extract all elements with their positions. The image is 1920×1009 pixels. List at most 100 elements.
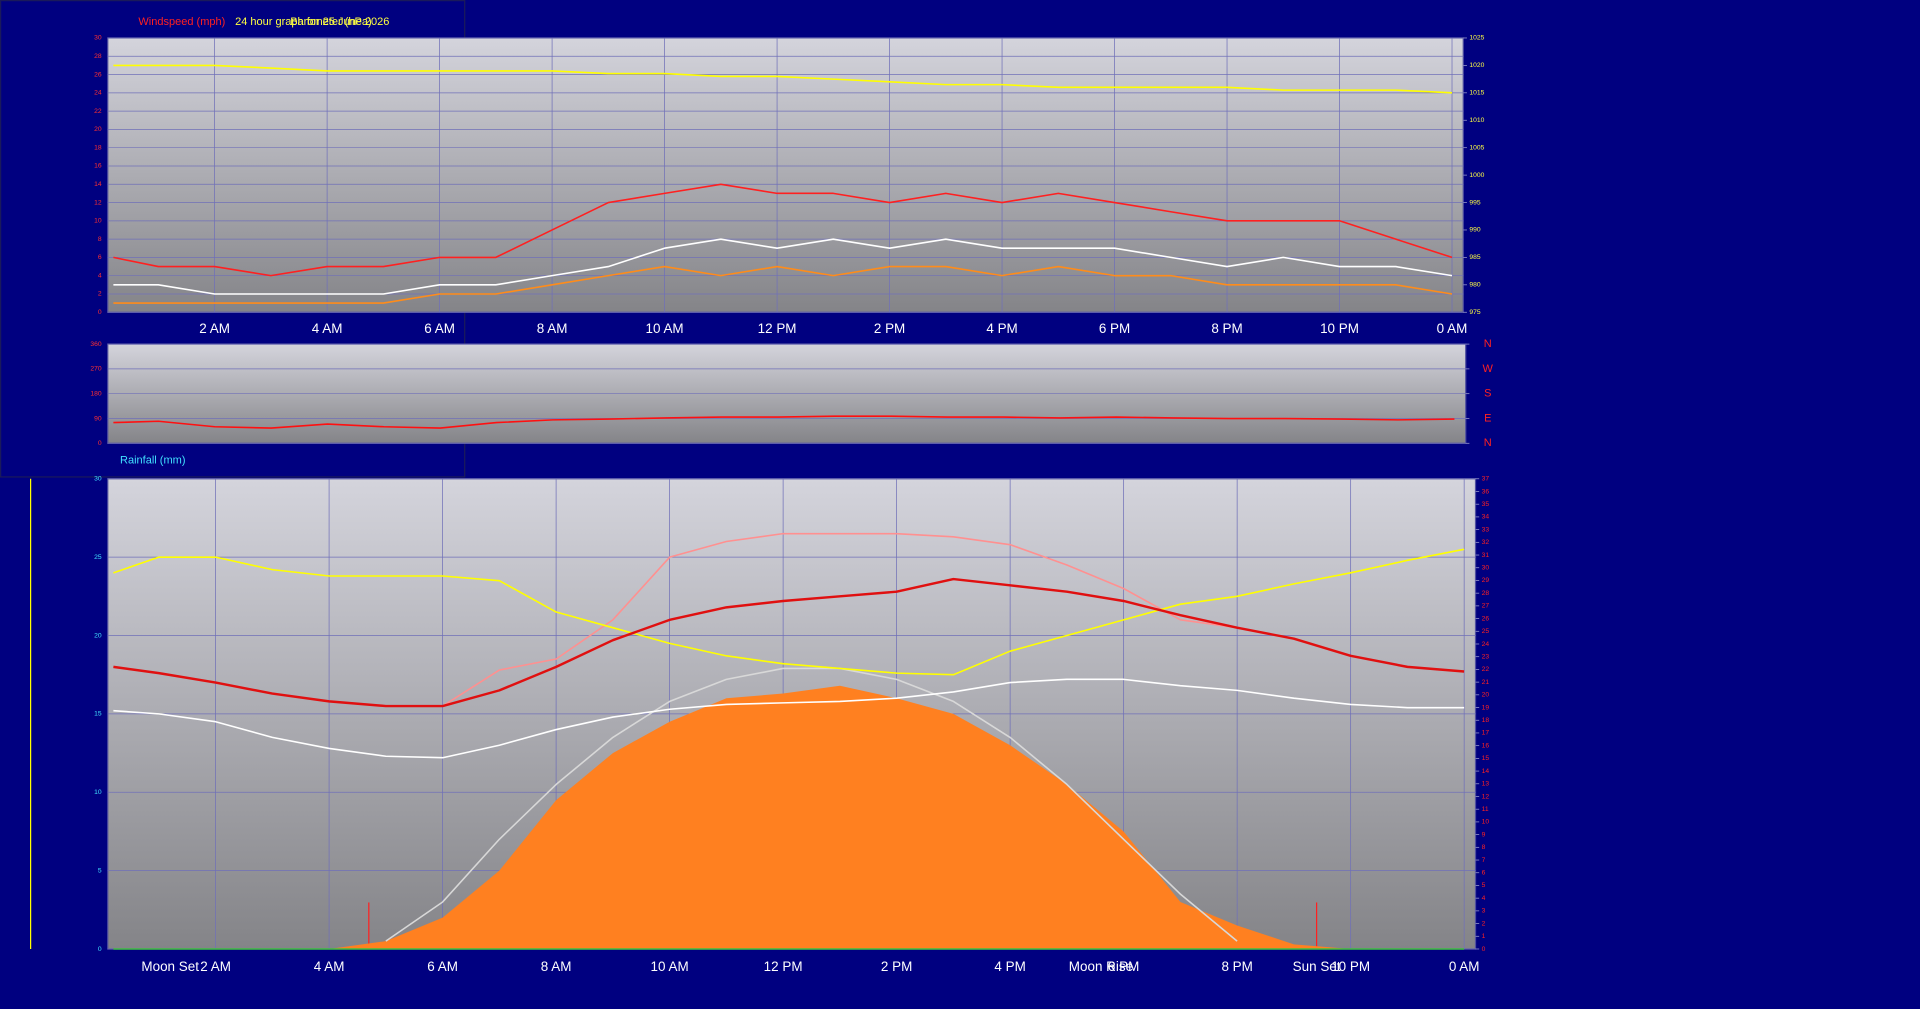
y2-tick-label: 28 xyxy=(1482,590,1490,597)
y2-tick-label: 10 xyxy=(1482,819,1490,826)
y2-tick-label: 1 xyxy=(1482,933,1486,940)
line xyxy=(113,678,1465,759)
x-tick-label: 2 AM xyxy=(199,321,230,336)
line xyxy=(113,238,1453,295)
y-tick-label: 8 xyxy=(98,236,102,243)
y2-tick-label: 8 xyxy=(1482,844,1486,851)
y2-tick-label: 37 xyxy=(1482,476,1490,483)
y2-tick-label: 29 xyxy=(1482,577,1490,584)
x-tick-label: 8 AM xyxy=(541,959,572,974)
line xyxy=(113,577,1465,708)
x-tick-label: 10 AM xyxy=(646,321,684,336)
x-tick-label: 0 AM xyxy=(1449,959,1480,974)
area xyxy=(113,685,1465,949)
y2-tick-label: W xyxy=(1483,363,1494,375)
y2-tick-label: 1020 xyxy=(1469,62,1484,69)
x-tick-label: 4 PM xyxy=(986,321,1017,336)
y2-tick-label: 12 xyxy=(1482,793,1490,800)
y-tick-label: 2 xyxy=(98,291,102,298)
x-tick-label: 8 PM xyxy=(1211,321,1242,336)
y-tick-label: 360 xyxy=(90,341,101,348)
y2-tick-label: 985 xyxy=(1469,254,1480,261)
y2-tick-label: 18 xyxy=(1482,717,1490,724)
y2-tick-label: 1005 xyxy=(1469,144,1484,151)
y2-tick-label: 7 xyxy=(1482,857,1486,864)
y2-tick-label: 15 xyxy=(1482,755,1490,762)
y2-tick-label: 35 xyxy=(1482,501,1490,508)
y2-tick-label: E xyxy=(1484,412,1491,424)
x-tick-label: 10 PM xyxy=(1320,321,1359,336)
y2-tick-label: 27 xyxy=(1482,603,1490,610)
y-tick-label: 12 xyxy=(94,199,102,206)
event-label: Sun Set xyxy=(1293,959,1341,974)
y2-tick-label: 32 xyxy=(1482,539,1490,546)
event-label: Moon Rise xyxy=(1069,959,1133,974)
y2-tick-label: 23 xyxy=(1482,653,1490,660)
y2-tick-label: 20 xyxy=(1482,692,1490,699)
y-tick-label: 180 xyxy=(90,390,101,397)
plot-area xyxy=(107,37,1464,313)
x-tick-label: 6 AM xyxy=(427,959,458,974)
y-tick-label: 18 xyxy=(94,144,102,151)
event-label: Moon Set xyxy=(141,959,199,974)
y-tick-label: 24 xyxy=(94,90,102,97)
y2-tick-label: 33 xyxy=(1482,526,1490,533)
y-tick-label: 15 xyxy=(94,711,102,718)
y-tick-label: 20 xyxy=(94,126,102,133)
y2-tick-label: 31 xyxy=(1482,552,1490,559)
y2-tick-label: 36 xyxy=(1482,488,1490,495)
y2-tick-label: 1015 xyxy=(1469,90,1484,97)
x-tick-label: 8 PM xyxy=(1221,959,1252,974)
y2-tick-label: N xyxy=(1484,437,1492,449)
y-tick-label: 4 xyxy=(98,272,102,279)
line xyxy=(113,183,1453,277)
y-tick-label: 10 xyxy=(94,789,102,796)
chart-title: 24 hour graph for 25 June 2026 xyxy=(235,16,389,28)
y2-tick-label: 34 xyxy=(1482,514,1490,521)
line xyxy=(442,532,1238,707)
y-tick-label: 30 xyxy=(94,476,102,483)
y2-tick-label: 0 xyxy=(1482,946,1486,953)
y2-tick-label: 17 xyxy=(1482,730,1490,737)
y2-tick-label: 30 xyxy=(1482,565,1490,572)
x-tick-label: 6 AM xyxy=(424,321,455,336)
y-tick-label: 5 xyxy=(98,867,102,874)
y2-tick-label: 4 xyxy=(1482,895,1486,902)
y2-tick-label: 22 xyxy=(1482,666,1490,673)
y2-tick-label: 13 xyxy=(1482,781,1490,788)
y2-tick-label: 2 xyxy=(1482,920,1486,927)
y2-tick-label: 1025 xyxy=(1469,35,1484,42)
x-tick-label: 2 PM xyxy=(874,321,905,336)
y-tick-label: 28 xyxy=(94,53,102,60)
y-tick-label: 90 xyxy=(94,415,102,422)
y-tick-label: 26 xyxy=(94,71,102,78)
y2-tick-label: 995 xyxy=(1469,199,1480,206)
x-tick-label: 6 PM xyxy=(1108,959,1139,974)
y-tick-label: 14 xyxy=(94,181,102,188)
y2-label: Barometer (hPa) xyxy=(290,16,371,28)
y2-tick-label: 26 xyxy=(1482,615,1490,622)
y2-tick-label: 11 xyxy=(1482,806,1489,813)
line xyxy=(113,265,1453,304)
y-tick-label: 16 xyxy=(94,163,102,170)
y2-tick-label: 24 xyxy=(1482,641,1490,648)
x-tick-label: 6 PM xyxy=(1099,321,1130,336)
y2-tick-label: 9 xyxy=(1482,831,1486,838)
y2-tick-label: 3 xyxy=(1482,908,1486,915)
line xyxy=(113,548,1465,676)
y2-tick-label: S xyxy=(1484,388,1491,400)
y-label: Rainfall (mm) xyxy=(120,454,186,466)
y2-tick-label: 5 xyxy=(1482,882,1486,889)
y-tick-label: 0 xyxy=(98,309,102,316)
x-tick-label: 4 AM xyxy=(314,959,345,974)
y2-tick-label: 1000 xyxy=(1469,172,1484,179)
y2-tick-label: 990 xyxy=(1469,227,1480,234)
x-tick-label: 12 PM xyxy=(758,321,797,336)
y-label: Windspeed (mph) xyxy=(138,16,225,28)
y-tick-label: 22 xyxy=(94,108,102,115)
y-tick-label: 25 xyxy=(94,554,102,561)
y2-tick-label: N xyxy=(1484,338,1492,350)
y-tick-label: 6 xyxy=(98,254,102,261)
